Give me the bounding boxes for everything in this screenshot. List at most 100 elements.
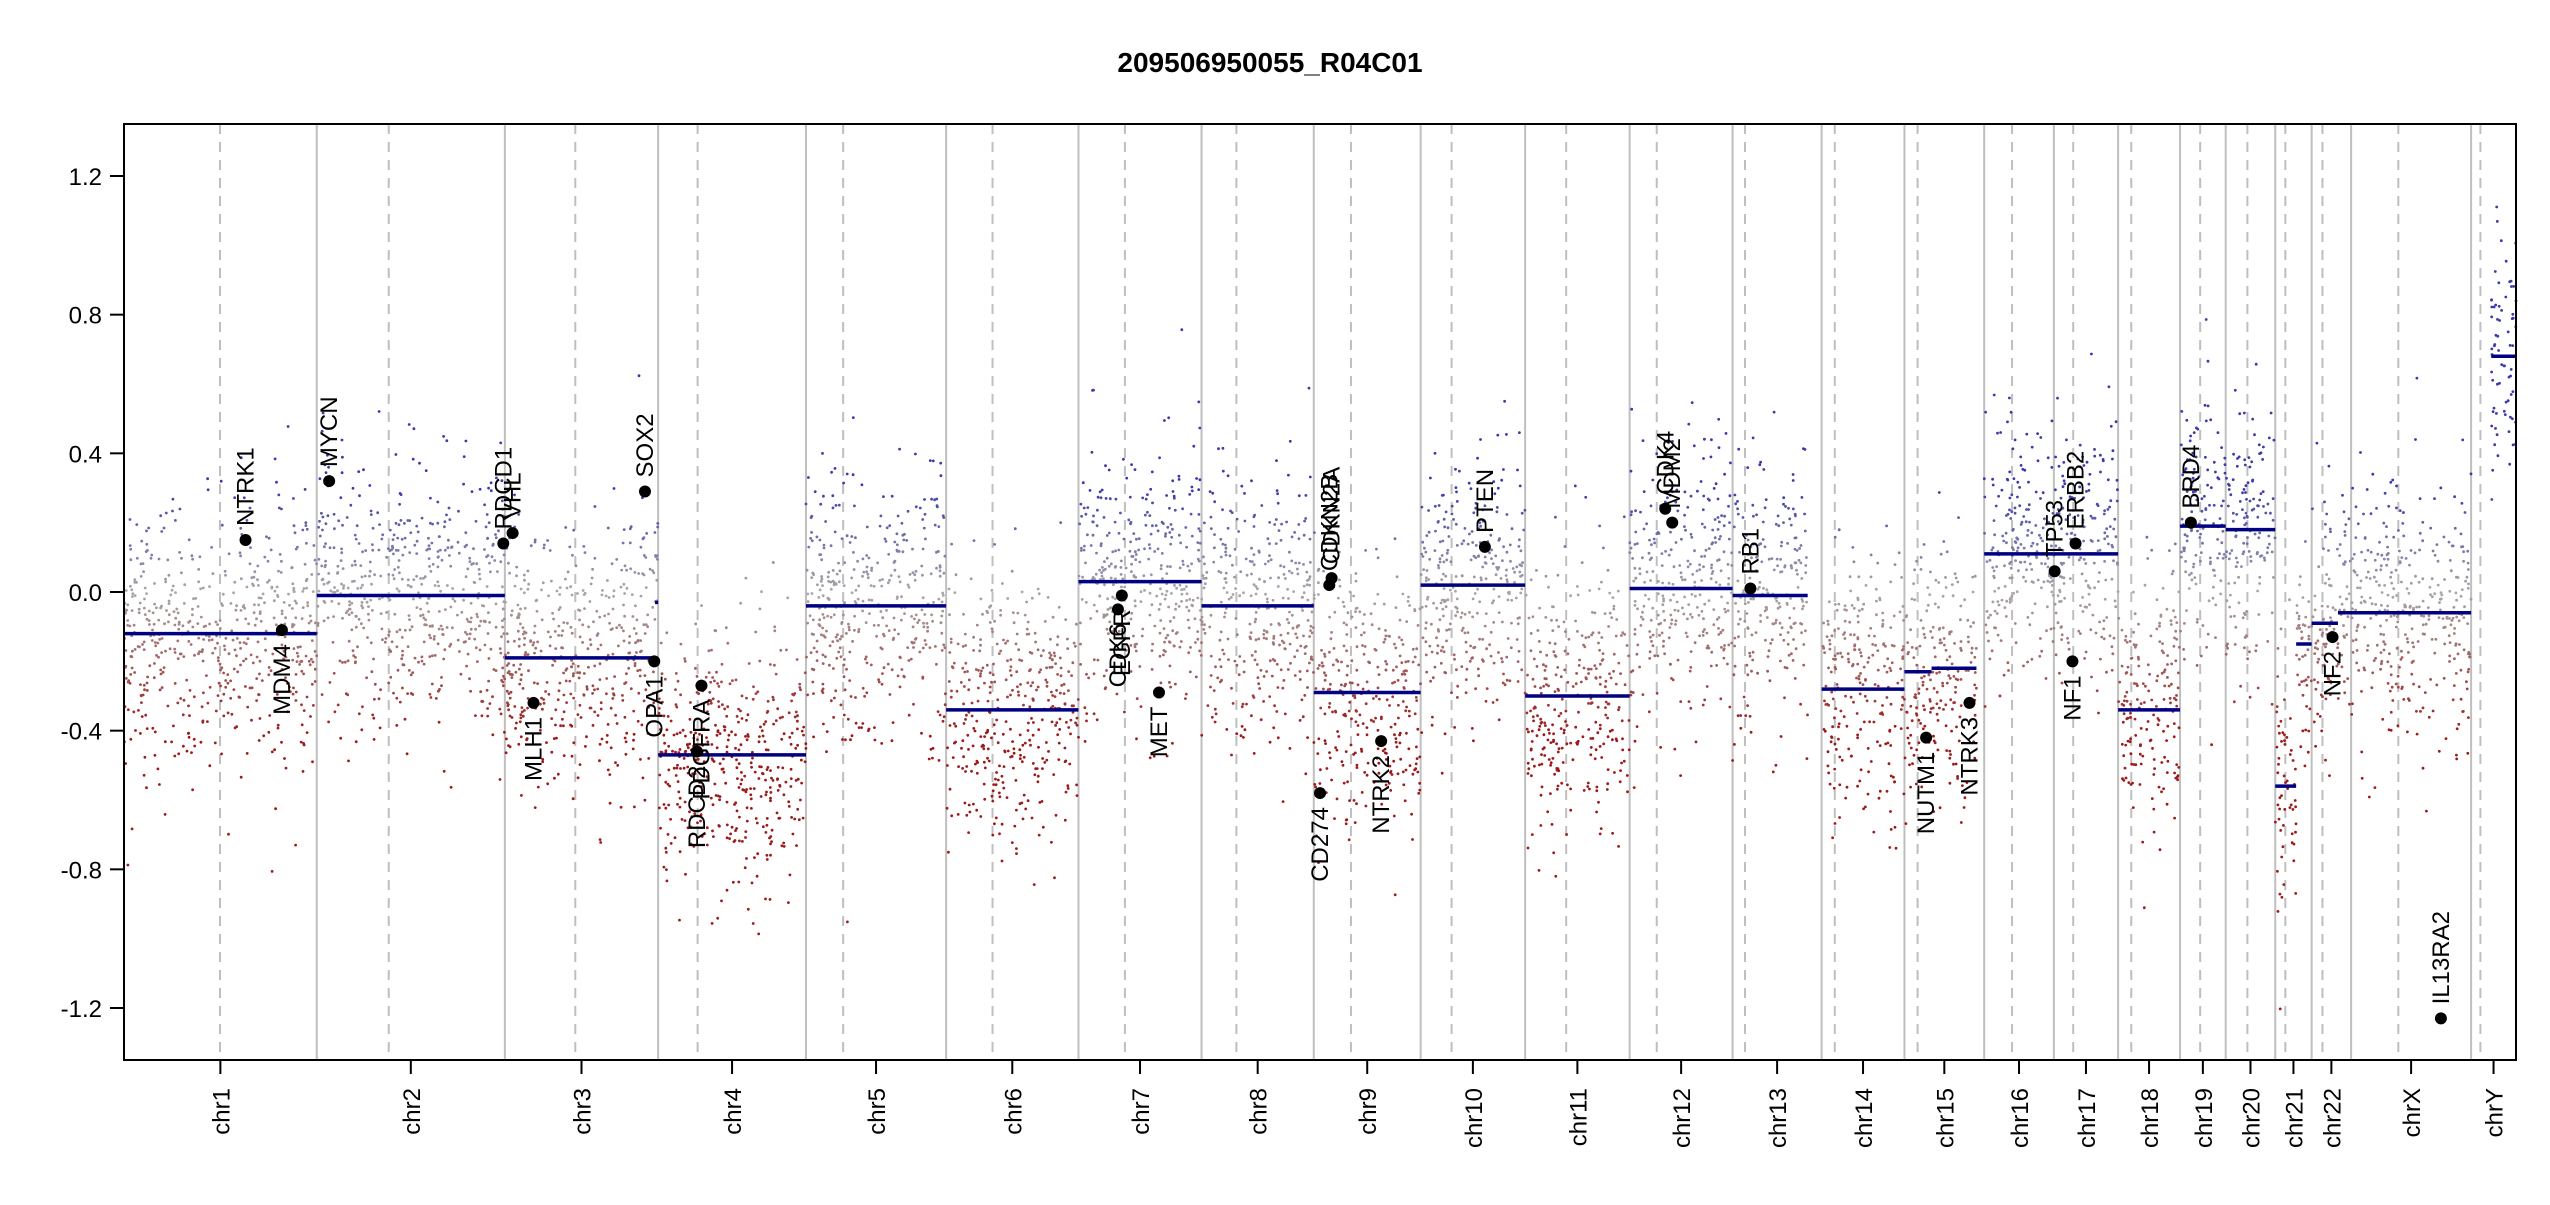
probe-point [1096, 524, 1099, 527]
probe-point [781, 716, 784, 719]
probe-point [1574, 485, 1577, 488]
probe-point [380, 612, 383, 615]
probe-point [140, 540, 143, 543]
probe-point [789, 874, 792, 877]
probe-point [1572, 685, 1575, 688]
probe-point [1098, 569, 1101, 572]
probe-point [1399, 742, 1402, 745]
probe-point [378, 697, 381, 700]
probe-point [1031, 597, 1034, 600]
probe-point [1185, 546, 1188, 549]
probe-point [1776, 564, 1779, 567]
probe-point [605, 595, 608, 598]
probe-point [1046, 685, 1049, 688]
probe-point [998, 832, 1001, 835]
probe-point [762, 825, 765, 828]
probe-point [1535, 569, 1538, 572]
probe-point [418, 462, 421, 465]
probe-point [428, 634, 431, 637]
probe-point [796, 728, 799, 731]
probe-point [182, 713, 185, 716]
probe-point [508, 572, 511, 575]
probe-point [1263, 629, 1266, 632]
probe-point [371, 609, 374, 612]
probe-point [1230, 596, 1233, 599]
probe-point [1184, 697, 1187, 700]
probe-point [913, 573, 916, 576]
probe-point [1388, 704, 1391, 707]
probe-point [998, 792, 1001, 795]
probe-point [670, 720, 673, 723]
probe-point [250, 654, 253, 657]
probe-point [729, 682, 732, 685]
probe-point [255, 617, 258, 620]
probe-point [1266, 598, 1269, 601]
probe-point [991, 834, 994, 837]
probe-point [1182, 563, 1185, 566]
probe-point [1569, 809, 1572, 812]
probe-point [1319, 768, 1322, 771]
probe-point [594, 557, 597, 560]
probe-point [409, 531, 412, 534]
probe-point [1677, 659, 1680, 662]
probe-point [1768, 558, 1771, 561]
probe-point [1548, 758, 1551, 761]
probe-point [1891, 661, 1894, 664]
probe-point [1497, 651, 1500, 654]
probe-point [1895, 847, 1898, 850]
probe-point [1743, 696, 1746, 699]
probe-point [1167, 416, 1170, 419]
probe-point [1102, 569, 1105, 572]
probe-point [1305, 645, 1308, 648]
probe-point [1668, 636, 1671, 639]
probe-point [1710, 456, 1713, 459]
probe-point [853, 505, 856, 508]
probe-point [1742, 516, 1745, 519]
probe-point [1860, 768, 1863, 771]
probe-point [305, 587, 308, 590]
probe-point [1500, 577, 1503, 580]
probe-point [655, 579, 658, 582]
probe-point [239, 664, 242, 667]
probe-point [736, 777, 739, 780]
probe-point [994, 778, 997, 781]
probe-point [963, 722, 966, 725]
probe-point [144, 587, 147, 590]
probe-point [442, 658, 445, 661]
probe-point [554, 630, 557, 633]
probe-point [1355, 720, 1358, 723]
probe-point [1309, 625, 1312, 628]
probe-point [1746, 704, 1749, 707]
probe-point [679, 767, 682, 770]
probe-point [866, 526, 869, 529]
probe-point [1151, 649, 1154, 652]
probe-point [1822, 622, 1825, 625]
probe-point [865, 621, 868, 624]
probe-point [930, 748, 933, 751]
probe-point [1634, 628, 1637, 631]
probe-point [1787, 643, 1790, 646]
probe-point [1746, 612, 1749, 615]
probe-point [1284, 713, 1287, 716]
probe-point [1505, 574, 1508, 577]
probe-point [667, 745, 670, 748]
probe-point [1422, 555, 1425, 558]
probe-point [854, 600, 857, 603]
probe-point [1520, 549, 1523, 552]
probe-point [924, 639, 927, 642]
probe-point [481, 714, 484, 717]
probe-point [1485, 647, 1488, 650]
probe-point [962, 613, 965, 616]
probe-point [1170, 592, 1173, 595]
probe-point [271, 586, 274, 589]
probe-point [1846, 725, 1849, 728]
probe-point [1184, 526, 1187, 529]
probe-point [281, 610, 284, 613]
probe-point [1085, 601, 1088, 604]
probe-point [851, 591, 854, 594]
probe-point [1136, 697, 1139, 700]
probe-point [991, 627, 994, 630]
probe-point [1681, 578, 1684, 581]
probe-point [855, 589, 858, 592]
probe-point [824, 636, 827, 639]
